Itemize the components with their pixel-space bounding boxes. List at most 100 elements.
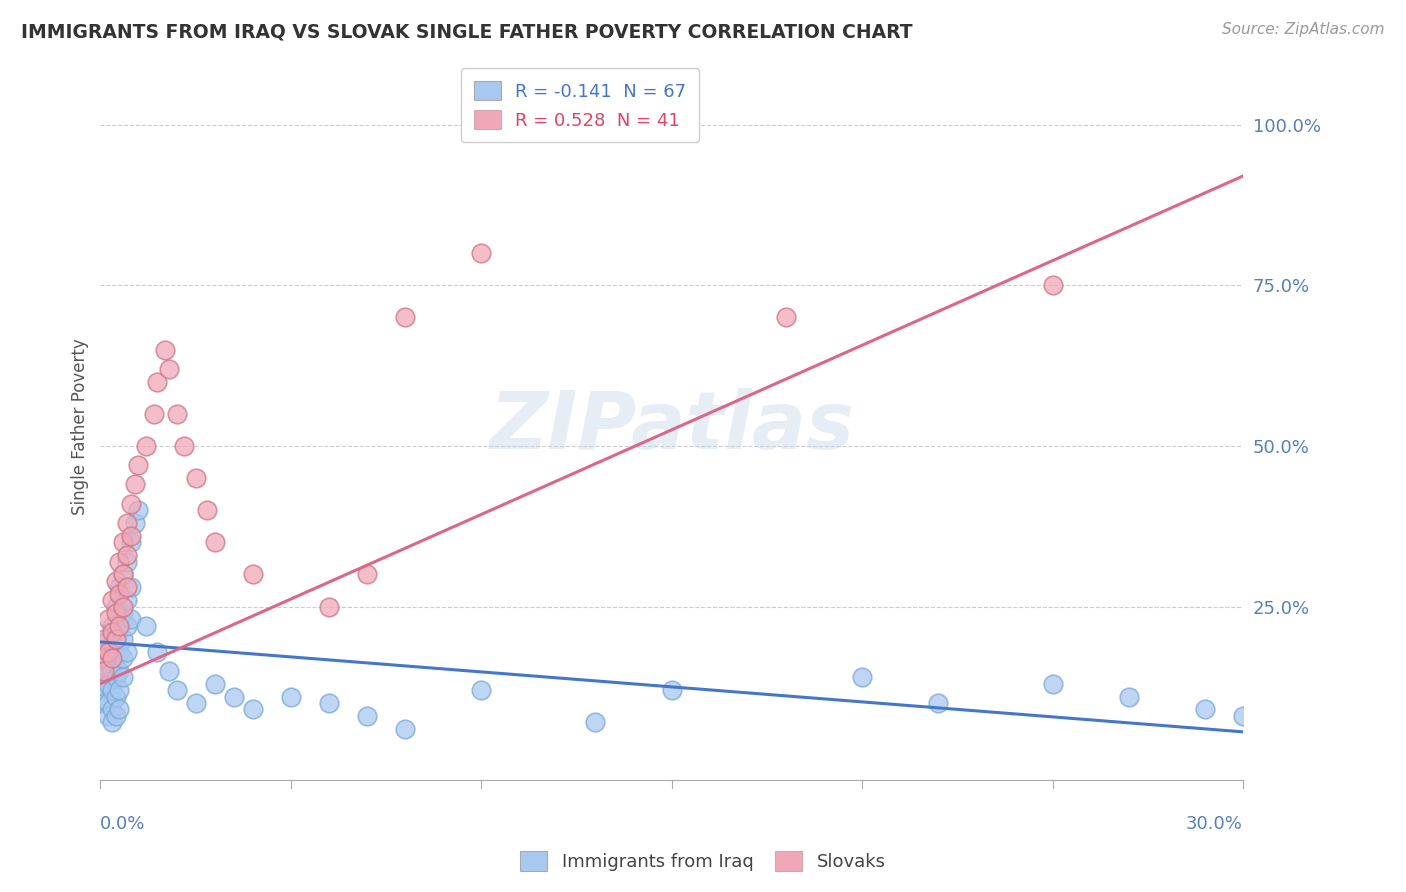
Point — [108, 619, 131, 633]
Point — [394, 310, 416, 325]
Point — [124, 516, 146, 530]
Point — [104, 708, 127, 723]
Point — [1042, 676, 1064, 690]
Point — [89, 676, 111, 690]
Point — [108, 664, 131, 678]
Point — [112, 606, 135, 620]
Point — [104, 670, 127, 684]
Point — [146, 375, 169, 389]
Point — [97, 676, 120, 690]
Point — [115, 555, 138, 569]
Point — [108, 587, 131, 601]
Point — [157, 361, 180, 376]
Point — [112, 599, 135, 614]
Point — [97, 664, 120, 678]
Y-axis label: Single Father Poverty: Single Father Poverty — [72, 338, 89, 515]
Text: IMMIGRANTS FROM IRAQ VS SLOVAK SINGLE FATHER POVERTY CORRELATION CHART: IMMIGRANTS FROM IRAQ VS SLOVAK SINGLE FA… — [21, 22, 912, 41]
Point — [142, 407, 165, 421]
Point — [93, 683, 115, 698]
Point — [97, 708, 120, 723]
Point — [318, 696, 340, 710]
Point — [318, 599, 340, 614]
Point — [97, 644, 120, 658]
Point — [661, 683, 683, 698]
Point — [112, 651, 135, 665]
Point — [93, 696, 115, 710]
Point — [470, 246, 492, 260]
Point — [97, 612, 120, 626]
Point — [115, 580, 138, 594]
Point — [356, 567, 378, 582]
Point — [127, 503, 149, 517]
Point — [108, 702, 131, 716]
Point — [101, 619, 124, 633]
Point — [101, 593, 124, 607]
Point — [135, 619, 157, 633]
Point — [93, 664, 115, 678]
Point — [204, 535, 226, 549]
Point — [173, 439, 195, 453]
Point — [101, 644, 124, 658]
Point — [184, 471, 207, 485]
Point — [127, 458, 149, 473]
Point — [89, 651, 111, 665]
Point — [104, 574, 127, 588]
Text: 0.0%: 0.0% — [100, 815, 146, 833]
Point — [104, 632, 127, 646]
Point — [104, 632, 127, 646]
Point — [280, 690, 302, 704]
Point — [115, 593, 138, 607]
Point — [112, 670, 135, 684]
Point — [101, 715, 124, 730]
Point — [112, 535, 135, 549]
Point — [124, 477, 146, 491]
Legend: R = -0.141  N = 67, R = 0.528  N = 41: R = -0.141 N = 67, R = 0.528 N = 41 — [461, 68, 699, 142]
Point — [112, 567, 135, 582]
Text: 30.0%: 30.0% — [1187, 815, 1243, 833]
Point — [1118, 690, 1140, 704]
Point — [120, 535, 142, 549]
Point — [120, 497, 142, 511]
Point — [120, 612, 142, 626]
Point — [166, 407, 188, 421]
Point — [108, 555, 131, 569]
Point — [93, 670, 115, 684]
Point — [356, 708, 378, 723]
Point — [157, 664, 180, 678]
Point — [470, 683, 492, 698]
Point — [93, 657, 115, 672]
Text: ZIPatlas: ZIPatlas — [489, 388, 855, 466]
Point — [585, 715, 607, 730]
Point — [108, 644, 131, 658]
Point — [242, 567, 264, 582]
Point — [115, 516, 138, 530]
Point — [104, 690, 127, 704]
Text: Source: ZipAtlas.com: Source: ZipAtlas.com — [1222, 22, 1385, 37]
Point — [166, 683, 188, 698]
Point — [115, 619, 138, 633]
Point — [101, 651, 124, 665]
Point — [135, 439, 157, 453]
Point — [89, 651, 111, 665]
Point — [775, 310, 797, 325]
Point — [101, 664, 124, 678]
Point — [242, 702, 264, 716]
Point — [97, 651, 120, 665]
Point — [97, 632, 120, 646]
Point — [101, 625, 124, 640]
Legend: Immigrants from Iraq, Slovaks: Immigrants from Iraq, Slovaks — [513, 844, 893, 879]
Point — [93, 632, 115, 646]
Point — [184, 696, 207, 710]
Point — [195, 503, 218, 517]
Point — [1232, 708, 1254, 723]
Point — [108, 619, 131, 633]
Point — [115, 548, 138, 562]
Point — [112, 567, 135, 582]
Point — [394, 722, 416, 736]
Point — [851, 670, 873, 684]
Point — [222, 690, 245, 704]
Point — [97, 696, 120, 710]
Point — [120, 580, 142, 594]
Point — [112, 632, 135, 646]
Point — [1042, 278, 1064, 293]
